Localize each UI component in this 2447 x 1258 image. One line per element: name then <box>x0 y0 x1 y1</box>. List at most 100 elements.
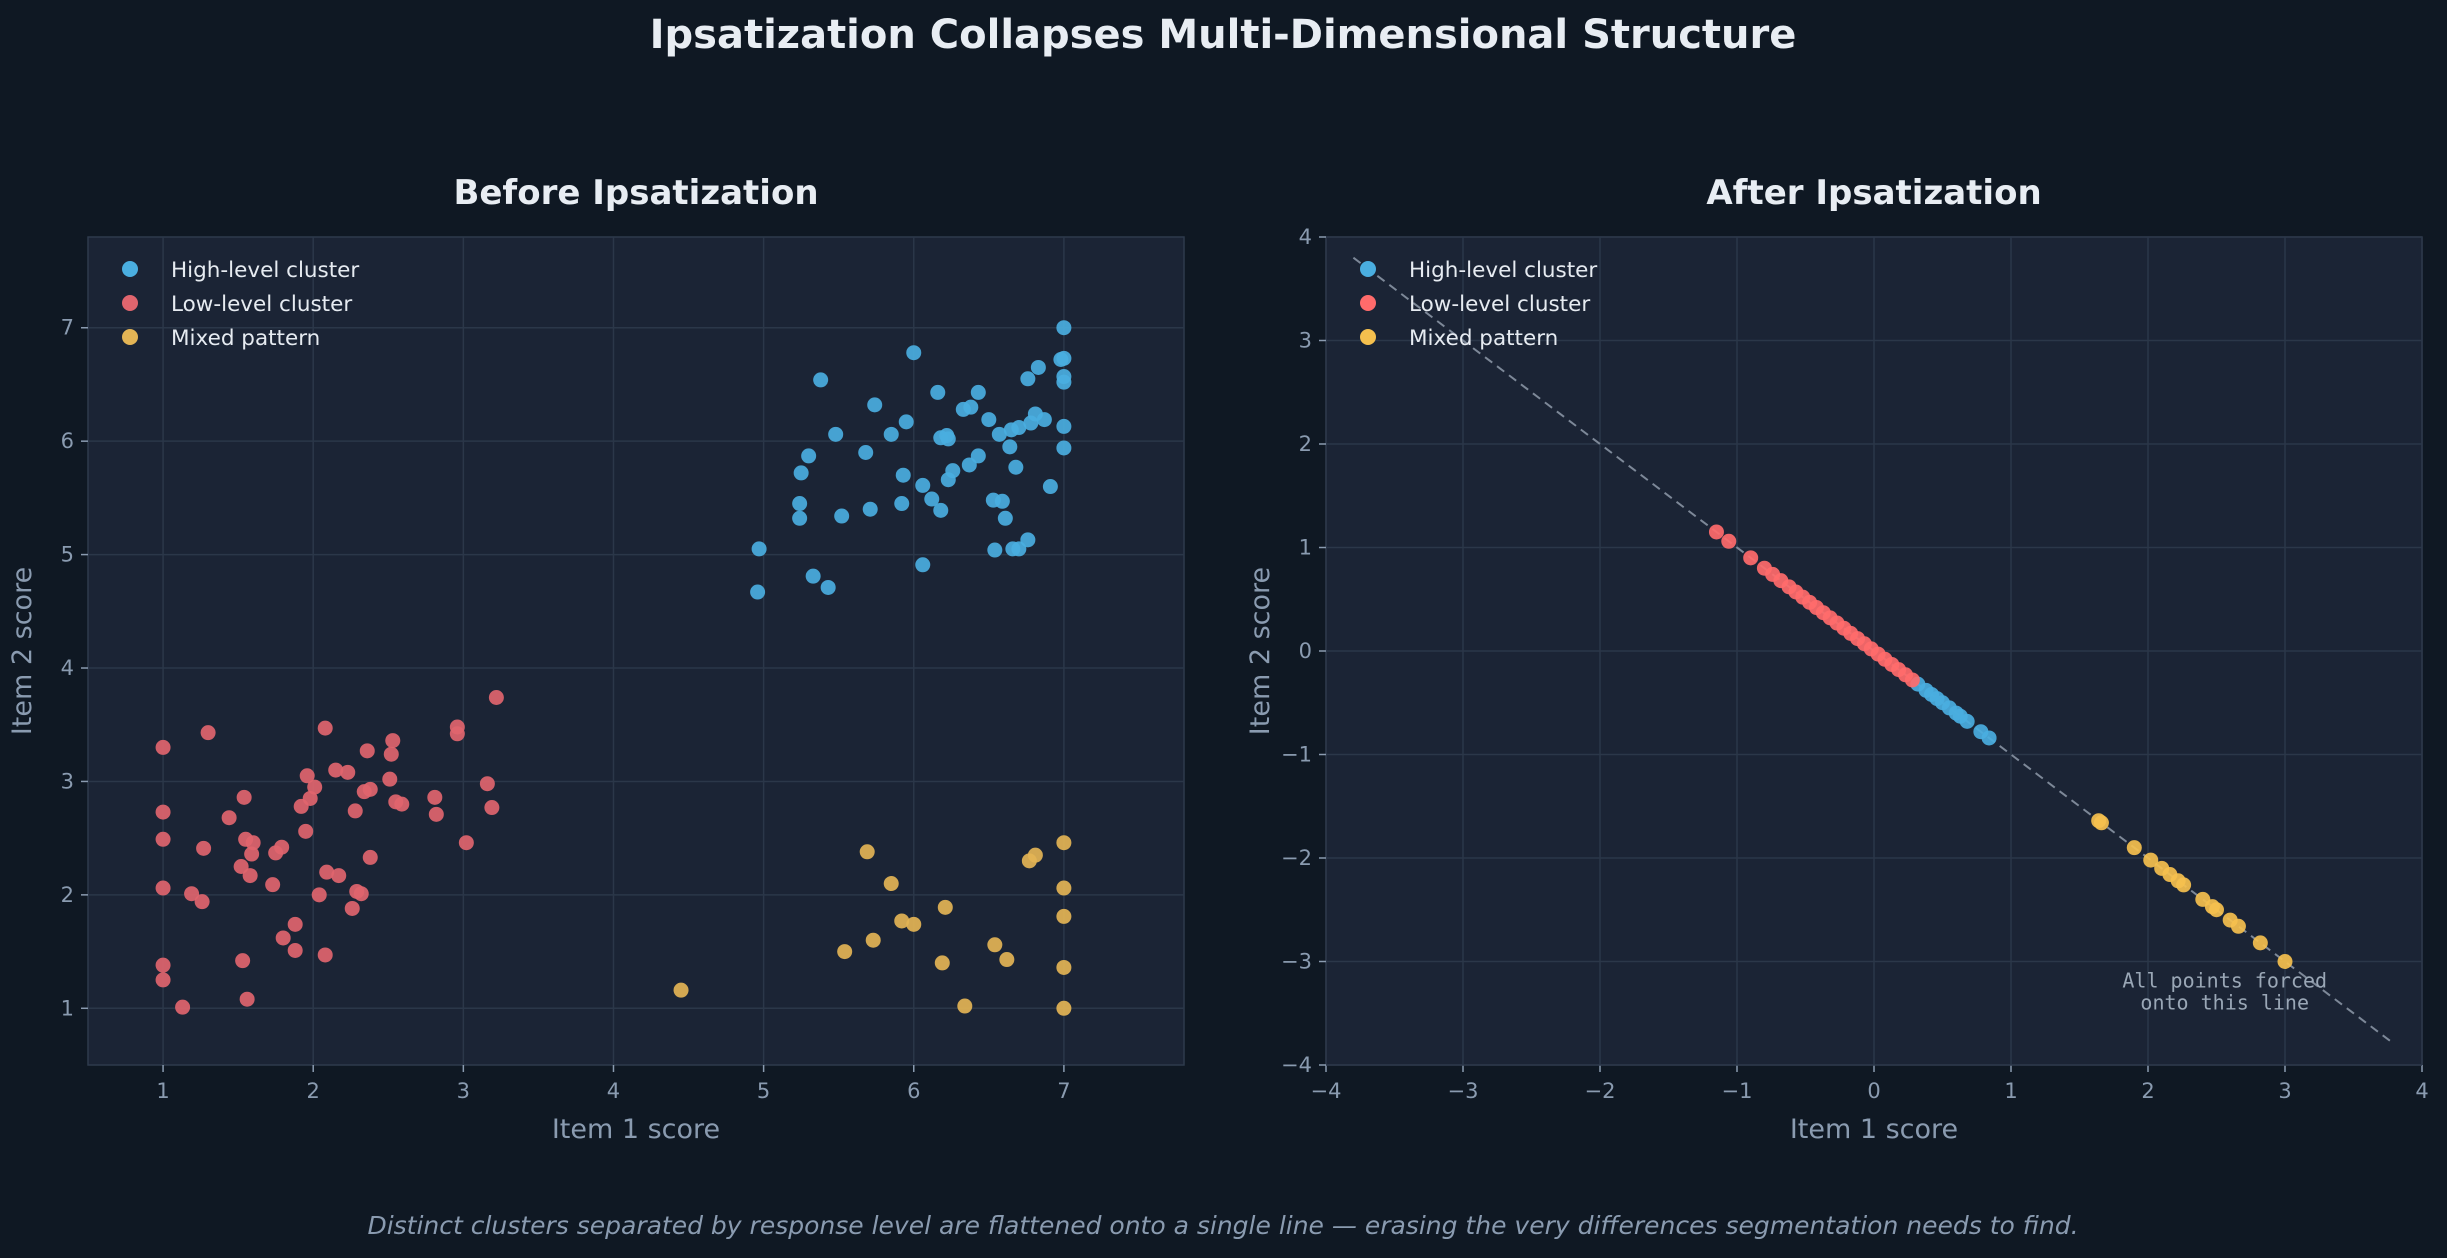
data-point <box>1023 415 1039 431</box>
data-point <box>2252 935 2268 951</box>
data-point <box>383 746 399 762</box>
data-point <box>1935 695 1950 711</box>
data-point <box>1056 418 1072 434</box>
data-point <box>750 584 766 600</box>
y-axis-label: Item 2 score <box>7 567 38 735</box>
data-point <box>940 431 956 447</box>
data-point <box>155 972 171 988</box>
data-point <box>1030 359 1046 375</box>
data-point <box>957 998 973 1014</box>
legend-marker <box>122 261 138 277</box>
data-point <box>359 743 375 759</box>
data-point <box>906 916 922 932</box>
series-mixed-pattern <box>2091 813 2293 969</box>
data-point <box>994 493 1010 509</box>
y-tick-label: 2 <box>1299 432 1312 456</box>
data-point <box>484 800 500 816</box>
data-point <box>155 804 171 820</box>
data-point <box>299 768 315 784</box>
x-tick-label: 5 <box>757 1079 770 1103</box>
data-point <box>331 868 347 884</box>
data-point <box>997 510 1013 526</box>
data-point <box>883 426 899 442</box>
data-point <box>1056 350 1072 366</box>
data-point <box>999 952 1015 968</box>
x-tick-label: 3 <box>457 1079 470 1103</box>
legend-label: Low-level cluster <box>1409 292 1590 317</box>
data-point <box>235 953 251 969</box>
data-point <box>934 955 950 971</box>
data-point <box>865 932 881 948</box>
x-tick-label: 1 <box>2004 1079 2017 1103</box>
data-point <box>805 568 821 584</box>
data-point <box>1952 708 1968 724</box>
data-point <box>175 999 191 1015</box>
chart-title: Before Ipsatization <box>453 173 818 213</box>
y-tick-label: 1 <box>1299 536 1312 560</box>
data-point <box>427 789 443 805</box>
data-point <box>2143 852 2159 868</box>
x-tick-label: 7 <box>1057 1079 1070 1103</box>
x-tick-label: −3 <box>1448 1079 1479 1103</box>
data-point <box>987 937 1003 953</box>
data-point <box>196 840 212 856</box>
data-point <box>275 930 291 946</box>
data-point <box>2176 877 2192 893</box>
data-point <box>924 491 940 507</box>
data-point <box>428 806 444 822</box>
data-point <box>2126 840 2142 856</box>
data-point <box>793 465 809 481</box>
legend-label: Mixed pattern <box>1409 326 1558 351</box>
y-axis-label: Item 2 score <box>1245 567 1276 735</box>
data-point <box>987 542 1003 558</box>
data-point <box>1743 550 1759 566</box>
legend-marker <box>122 295 138 311</box>
data-point <box>239 991 255 1007</box>
x-tick-label: 0 <box>1867 1079 1880 1103</box>
data-point <box>894 913 910 929</box>
data-point <box>194 894 210 910</box>
data-point <box>155 880 171 896</box>
data-point <box>242 868 258 884</box>
data-point <box>859 844 875 860</box>
data-point <box>356 784 372 800</box>
data-point <box>970 384 986 400</box>
data-point <box>751 541 767 557</box>
data-point <box>1056 835 1072 851</box>
legend-marker <box>1360 261 1376 277</box>
data-point <box>236 789 252 805</box>
annotation-text: All points forced <box>2122 968 2327 992</box>
x-tick-label: 1 <box>156 1079 169 1103</box>
y-tick-label: 6 <box>61 429 74 453</box>
data-point <box>820 579 836 595</box>
data-point <box>828 426 844 442</box>
annotation-text: onto this line <box>2140 990 2309 1014</box>
data-point <box>1056 1000 1072 1016</box>
data-point <box>991 426 1007 442</box>
x-tick-label: 4 <box>607 1079 620 1103</box>
data-point <box>2093 815 2109 831</box>
data-point <box>1002 439 1018 455</box>
data-point <box>328 762 344 778</box>
legend-marker <box>122 329 138 345</box>
data-point <box>319 864 335 880</box>
data-point <box>1904 672 1920 688</box>
data-point <box>458 835 474 851</box>
data-point <box>906 345 922 361</box>
series-high-level-cluster <box>750 320 1072 600</box>
data-point <box>268 845 284 861</box>
data-point <box>307 779 323 795</box>
y-tick-label: 5 <box>61 543 74 567</box>
data-point <box>221 810 237 826</box>
data-point <box>915 477 931 493</box>
data-point <box>1056 374 1072 390</box>
data-point <box>867 397 883 413</box>
x-tick-label: −2 <box>1585 1079 1616 1103</box>
data-point <box>382 771 398 787</box>
figure-suptitle: Ipsatization Collapses Multi-Dimensional… <box>650 12 1797 58</box>
data-point <box>961 457 977 473</box>
data-point <box>385 733 401 749</box>
data-point <box>449 726 465 742</box>
data-point <box>1042 479 1058 495</box>
y-tick-label: 1 <box>61 996 74 1020</box>
